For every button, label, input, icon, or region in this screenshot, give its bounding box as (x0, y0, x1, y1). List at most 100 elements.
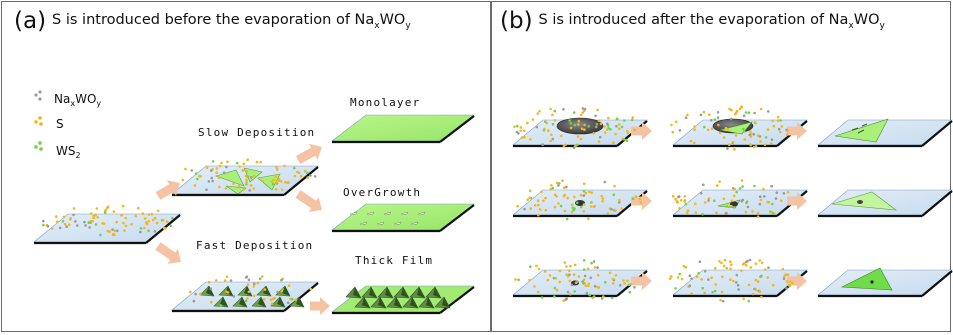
b-row2-c2-dot (770, 184, 773, 188)
a-start-dot (46, 224, 50, 228)
b-row3-c2-dot (719, 298, 722, 302)
b-row3-c2-dot (767, 266, 770, 270)
b-row1-c1-dot (523, 136, 526, 139)
a-thick-crystal-shade (401, 287, 409, 298)
b-row1-c1-dot (603, 125, 606, 128)
a-fast-dot (262, 298, 266, 301)
a-slow-substrate-edge-right (283, 166, 319, 196)
b-row3-c2-dot (668, 277, 672, 281)
b-row3-c2-dot (782, 277, 786, 281)
a-start-dot (153, 216, 157, 220)
a-start-substrate-edge-right (145, 214, 181, 244)
a-fast-dot (281, 287, 284, 291)
b-row3-c2-dot (791, 281, 794, 285)
b-row2-c2-dot (678, 207, 681, 210)
a-fast-dot (256, 281, 260, 285)
a-start-dot (63, 222, 67, 226)
b-row3-c2-dot (766, 276, 769, 279)
a-slow-dot (232, 182, 235, 186)
a-slow-dot (252, 187, 255, 190)
b-row3-c1-dot (535, 264, 538, 268)
a-fast-dot (273, 296, 276, 300)
a-slow-dot (184, 167, 187, 171)
b-row3-c1-dot (555, 288, 559, 292)
b-row2-c1-dot (582, 203, 586, 206)
b-row1-c2-dot (754, 121, 757, 125)
b-row3-c2-dot (747, 283, 751, 287)
a-start-dot (139, 230, 142, 234)
a-start-dot (111, 228, 114, 231)
b-row3-c2-dot (713, 289, 717, 293)
b-row3-c2-dot (718, 260, 721, 263)
b-row1-c1-dot (572, 146, 576, 149)
b-row3-c1-dot (553, 286, 557, 290)
b-row3-c1-dot (540, 296, 544, 299)
b-row2-c2-dot (740, 179, 744, 182)
a-start-dot (55, 220, 59, 223)
b-row1-c1-dot (633, 128, 636, 132)
b-row3-c2-dot (703, 291, 706, 295)
a-thick-crystal-shade (385, 287, 393, 298)
b-row3-c2-dot (714, 283, 718, 286)
b-row1-c2-dot (779, 119, 782, 122)
b-row3-c2-dot (680, 277, 684, 281)
b-row1-c2-dot (693, 125, 696, 128)
a-start-dot (130, 223, 133, 226)
b-row2-c2-dot (715, 184, 719, 187)
a-slow-dot (198, 174, 201, 178)
b-row3-c1-dot (633, 286, 636, 289)
a-start-substrate (33, 213, 181, 243)
b-row2-c1-dot (549, 188, 552, 191)
b-row3-c2-dot (723, 258, 727, 262)
b-row3-c1-dot (552, 276, 556, 280)
b-row3-tri-dot (870, 280, 874, 284)
b-row2-c1-dot (555, 181, 559, 185)
a-start-dot (124, 224, 128, 228)
a-fast-dot (229, 279, 233, 282)
b-row1-c2-dot (693, 128, 696, 131)
b-row2-c1-dot (612, 193, 616, 196)
a-overgrowth-flake (359, 221, 368, 226)
b-row2-c1-dot (614, 209, 617, 213)
b-row2-c2-dot (725, 205, 729, 208)
b-row1-c1-dot (577, 123, 580, 126)
a-fast-dot (286, 301, 290, 305)
a-start-dot (55, 215, 58, 218)
b-row2-c1-dot (570, 210, 574, 214)
b-row3-c2-dot (678, 272, 681, 276)
a-slow-dot (245, 183, 248, 186)
b-row2-c1-dot (571, 206, 575, 209)
a-start-dot (147, 220, 150, 223)
b-row1-c1-dot (569, 121, 573, 125)
a-overgrowth-flake (349, 211, 358, 216)
b-row3-c1-dot (537, 267, 541, 271)
a-start-dot (153, 230, 157, 233)
b-row1-c1-dot (587, 125, 590, 128)
b-row1-c1-dot (577, 119, 581, 123)
b-row2-c2-dot (735, 190, 738, 194)
b-row2-c1-dot (544, 196, 547, 200)
b-row2-c2-dot (782, 192, 786, 195)
b-row2-c1-dot (588, 190, 591, 194)
b-row1-c1-dot (551, 122, 555, 126)
b-row3-c2-dot (701, 286, 704, 290)
a-fast-dot (294, 298, 297, 302)
b-row2-c2-dot (756, 211, 760, 215)
b-row1-c1-dot (597, 119, 601, 122)
a-slow-dot (253, 174, 256, 178)
b-row2-c2-dot (763, 195, 766, 198)
b-row3-c1-dot (558, 280, 561, 284)
legend-naxwoy-icon (34, 90, 42, 101)
a-slow-dot (217, 176, 221, 179)
b-row3-c1-dot (565, 265, 568, 268)
legend-ws2-icon (34, 141, 43, 151)
b-row3-c2-dot (698, 260, 702, 264)
b-row1-c2-dot (689, 139, 693, 143)
b-row3-c1-dot (614, 274, 618, 277)
b-row1-c1-dot (592, 132, 595, 135)
b-row3-c2-dot (754, 262, 758, 266)
b-row1-c1-dot (616, 117, 619, 121)
a-start-dot (147, 213, 151, 216)
b-row2-c2-dot (674, 197, 677, 201)
b-row3-c2-dot (743, 262, 746, 265)
